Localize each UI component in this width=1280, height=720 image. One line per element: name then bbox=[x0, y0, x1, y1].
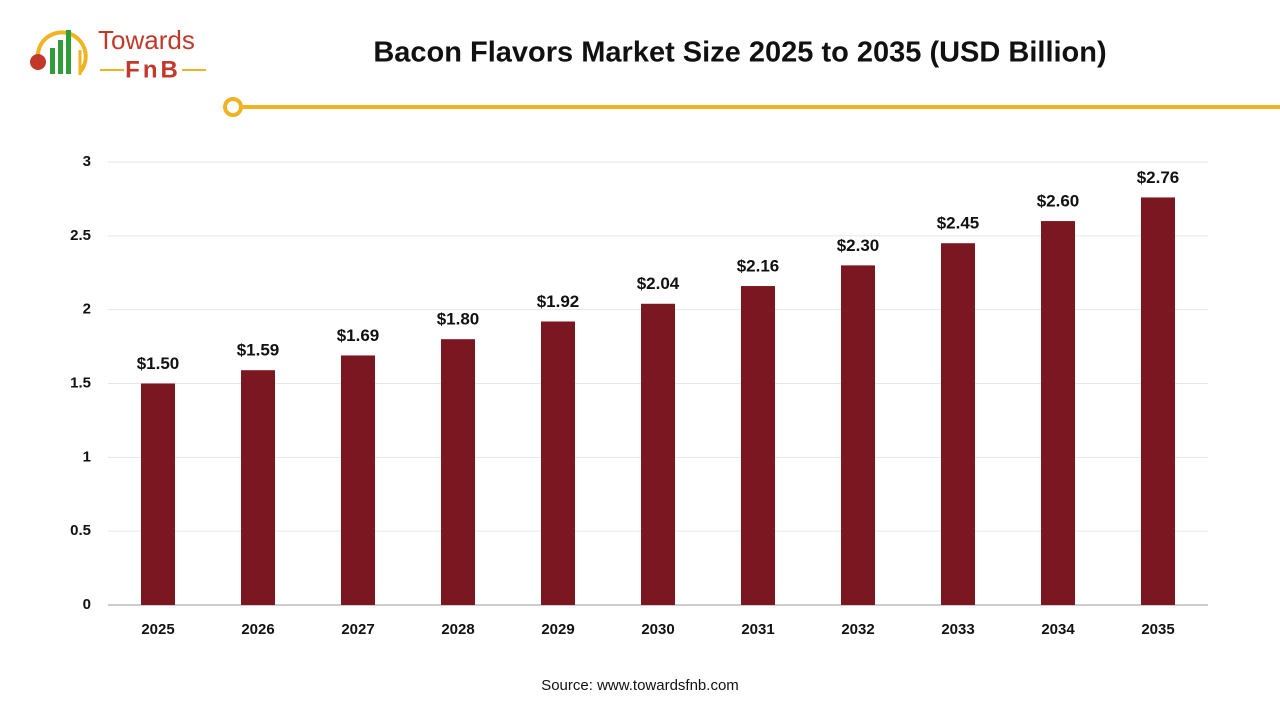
bar bbox=[341, 355, 375, 605]
logo: Towards FnB bbox=[30, 25, 206, 83]
y-tick-label: 0 bbox=[83, 596, 91, 613]
header-rule-dot bbox=[223, 97, 243, 117]
x-tick-label: 2033 bbox=[941, 621, 974, 638]
y-tick-label: 2 bbox=[83, 301, 91, 318]
y-tick-label: 3 bbox=[83, 153, 91, 170]
value-label: $1.92 bbox=[537, 292, 580, 311]
bar bbox=[1041, 221, 1075, 606]
bar bbox=[141, 383, 175, 605]
x-tick-label: 2025 bbox=[141, 621, 174, 638]
x-tick-label: 2027 bbox=[341, 621, 374, 638]
x-tick-label: 2031 bbox=[741, 621, 774, 638]
logo-bar bbox=[58, 40, 63, 74]
y-tick-label: 1 bbox=[83, 448, 91, 465]
brand-sub: FnB bbox=[125, 56, 181, 83]
bar bbox=[541, 321, 575, 605]
value-label: $1.80 bbox=[437, 310, 480, 329]
logo-dot bbox=[30, 54, 46, 70]
x-tick-label: 2035 bbox=[1141, 621, 1174, 638]
value-label: $1.59 bbox=[237, 341, 280, 360]
bar bbox=[741, 286, 775, 605]
bar bbox=[241, 370, 275, 605]
value-label: $1.50 bbox=[137, 354, 180, 373]
value-label: $2.04 bbox=[637, 274, 680, 293]
y-tick-label: 2.5 bbox=[70, 227, 91, 244]
brand-name: Towards bbox=[98, 25, 195, 55]
x-tick-label: 2034 bbox=[1041, 621, 1075, 638]
x-tick-label: 2032 bbox=[841, 621, 874, 638]
bar bbox=[1141, 197, 1175, 605]
value-label: $2.60 bbox=[1037, 192, 1080, 211]
chart-title: Bacon Flavors Market Size 2025 to 2035 (… bbox=[373, 37, 1106, 69]
x-tick-label: 2026 bbox=[241, 621, 274, 638]
value-label: $2.16 bbox=[737, 257, 780, 276]
value-label: $2.45 bbox=[937, 214, 980, 233]
y-tick-label: 1.5 bbox=[70, 374, 91, 391]
value-label: $2.76 bbox=[1137, 168, 1180, 187]
value-label: $1.69 bbox=[337, 326, 380, 345]
bar bbox=[441, 339, 475, 605]
bar bbox=[941, 243, 975, 605]
bar bbox=[641, 303, 675, 605]
logo-bar bbox=[66, 30, 71, 74]
x-tick-label: 2029 bbox=[541, 621, 574, 638]
y-tick-label: 0.5 bbox=[70, 522, 91, 539]
source: Source: www.towardsfnb.com bbox=[541, 677, 739, 694]
x-tick-label: 2028 bbox=[441, 621, 474, 638]
logo-bar bbox=[50, 48, 55, 74]
bar bbox=[841, 265, 875, 605]
value-label: $2.30 bbox=[837, 236, 880, 255]
x-tick-label: 2030 bbox=[641, 621, 674, 638]
